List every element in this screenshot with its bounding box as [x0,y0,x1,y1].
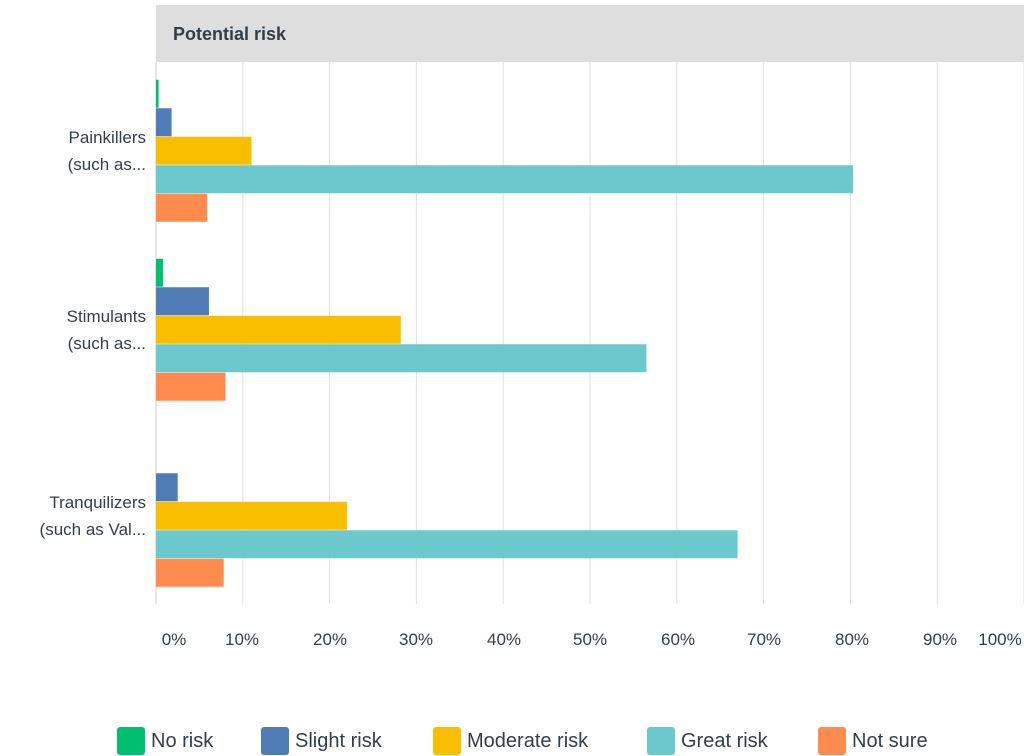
x-tick-label: 0% [162,630,187,649]
bar-slight-risk[interactable] [156,473,178,502]
bar-not-sure[interactable] [156,558,224,587]
legend-swatch [261,727,289,755]
bar-moderate-risk[interactable] [156,501,347,530]
bar-slight-risk[interactable] [156,287,209,316]
chart-header-bar [156,5,1024,62]
bar-great-risk[interactable] [156,344,647,373]
category-label: Stimulants [67,307,146,326]
legend-swatch [647,727,675,755]
x-tick-label: 90% [923,630,957,649]
legend-item[interactable]: Not sure [818,727,928,755]
x-tick-label: 10% [225,630,259,649]
x-tick-label: 60% [661,630,695,649]
legend-item[interactable]: No risk [117,727,213,755]
legend-label: No risk [151,730,214,752]
x-tick-label: 50% [573,630,607,649]
legend-label: Moderate risk [467,730,589,752]
chart-title: Potential risk [173,24,287,44]
category-label: Tranquilizers [49,493,146,512]
bar-not-sure[interactable] [156,372,226,401]
category-label: Painkillers [69,128,146,147]
category-label: (such as Val... [40,520,146,539]
x-tick-label: 40% [487,630,521,649]
legend: No risk Slight risk Moderate risk Great ris… [0,727,1024,755]
legend-item[interactable]: Slight risk [261,727,382,755]
x-tick-label: 20% [313,630,347,649]
legend-swatch [818,727,846,755]
bar-moderate-risk[interactable] [156,136,252,165]
legend-label: Slight risk [295,730,382,752]
x-tick-label: 80% [835,630,869,649]
bar-great-risk[interactable] [156,530,738,559]
legend-label: Not sure [852,730,928,752]
x-tick-label: 30% [399,630,433,649]
x-tick-label: 100% [978,630,1021,649]
bar-not-sure[interactable] [156,193,208,222]
bar-no-risk[interactable] [156,79,159,108]
bar-group [156,79,854,587]
category-label: (such as... [68,334,146,353]
bar-moderate-risk[interactable] [156,315,401,344]
legend-item[interactable]: Moderate risk [433,727,588,755]
legend-label: Great risk [681,730,768,752]
category-labels: Painkillers (such as... Stimulants (such as… [40,128,146,539]
legend-item[interactable]: Great risk [647,727,768,755]
bar-great-risk[interactable] [156,165,854,194]
category-label: (such as... [68,155,146,174]
legend-swatch [117,727,145,755]
legend-swatch [433,727,461,755]
bar-no-risk[interactable] [156,258,163,287]
x-tick-label: 70% [747,630,781,649]
bar-slight-risk[interactable] [156,108,172,137]
x-axis-ticks: 0% 10% 20% 30% 40% 50% 60% 70% 80% 90% 100% [162,630,1022,649]
